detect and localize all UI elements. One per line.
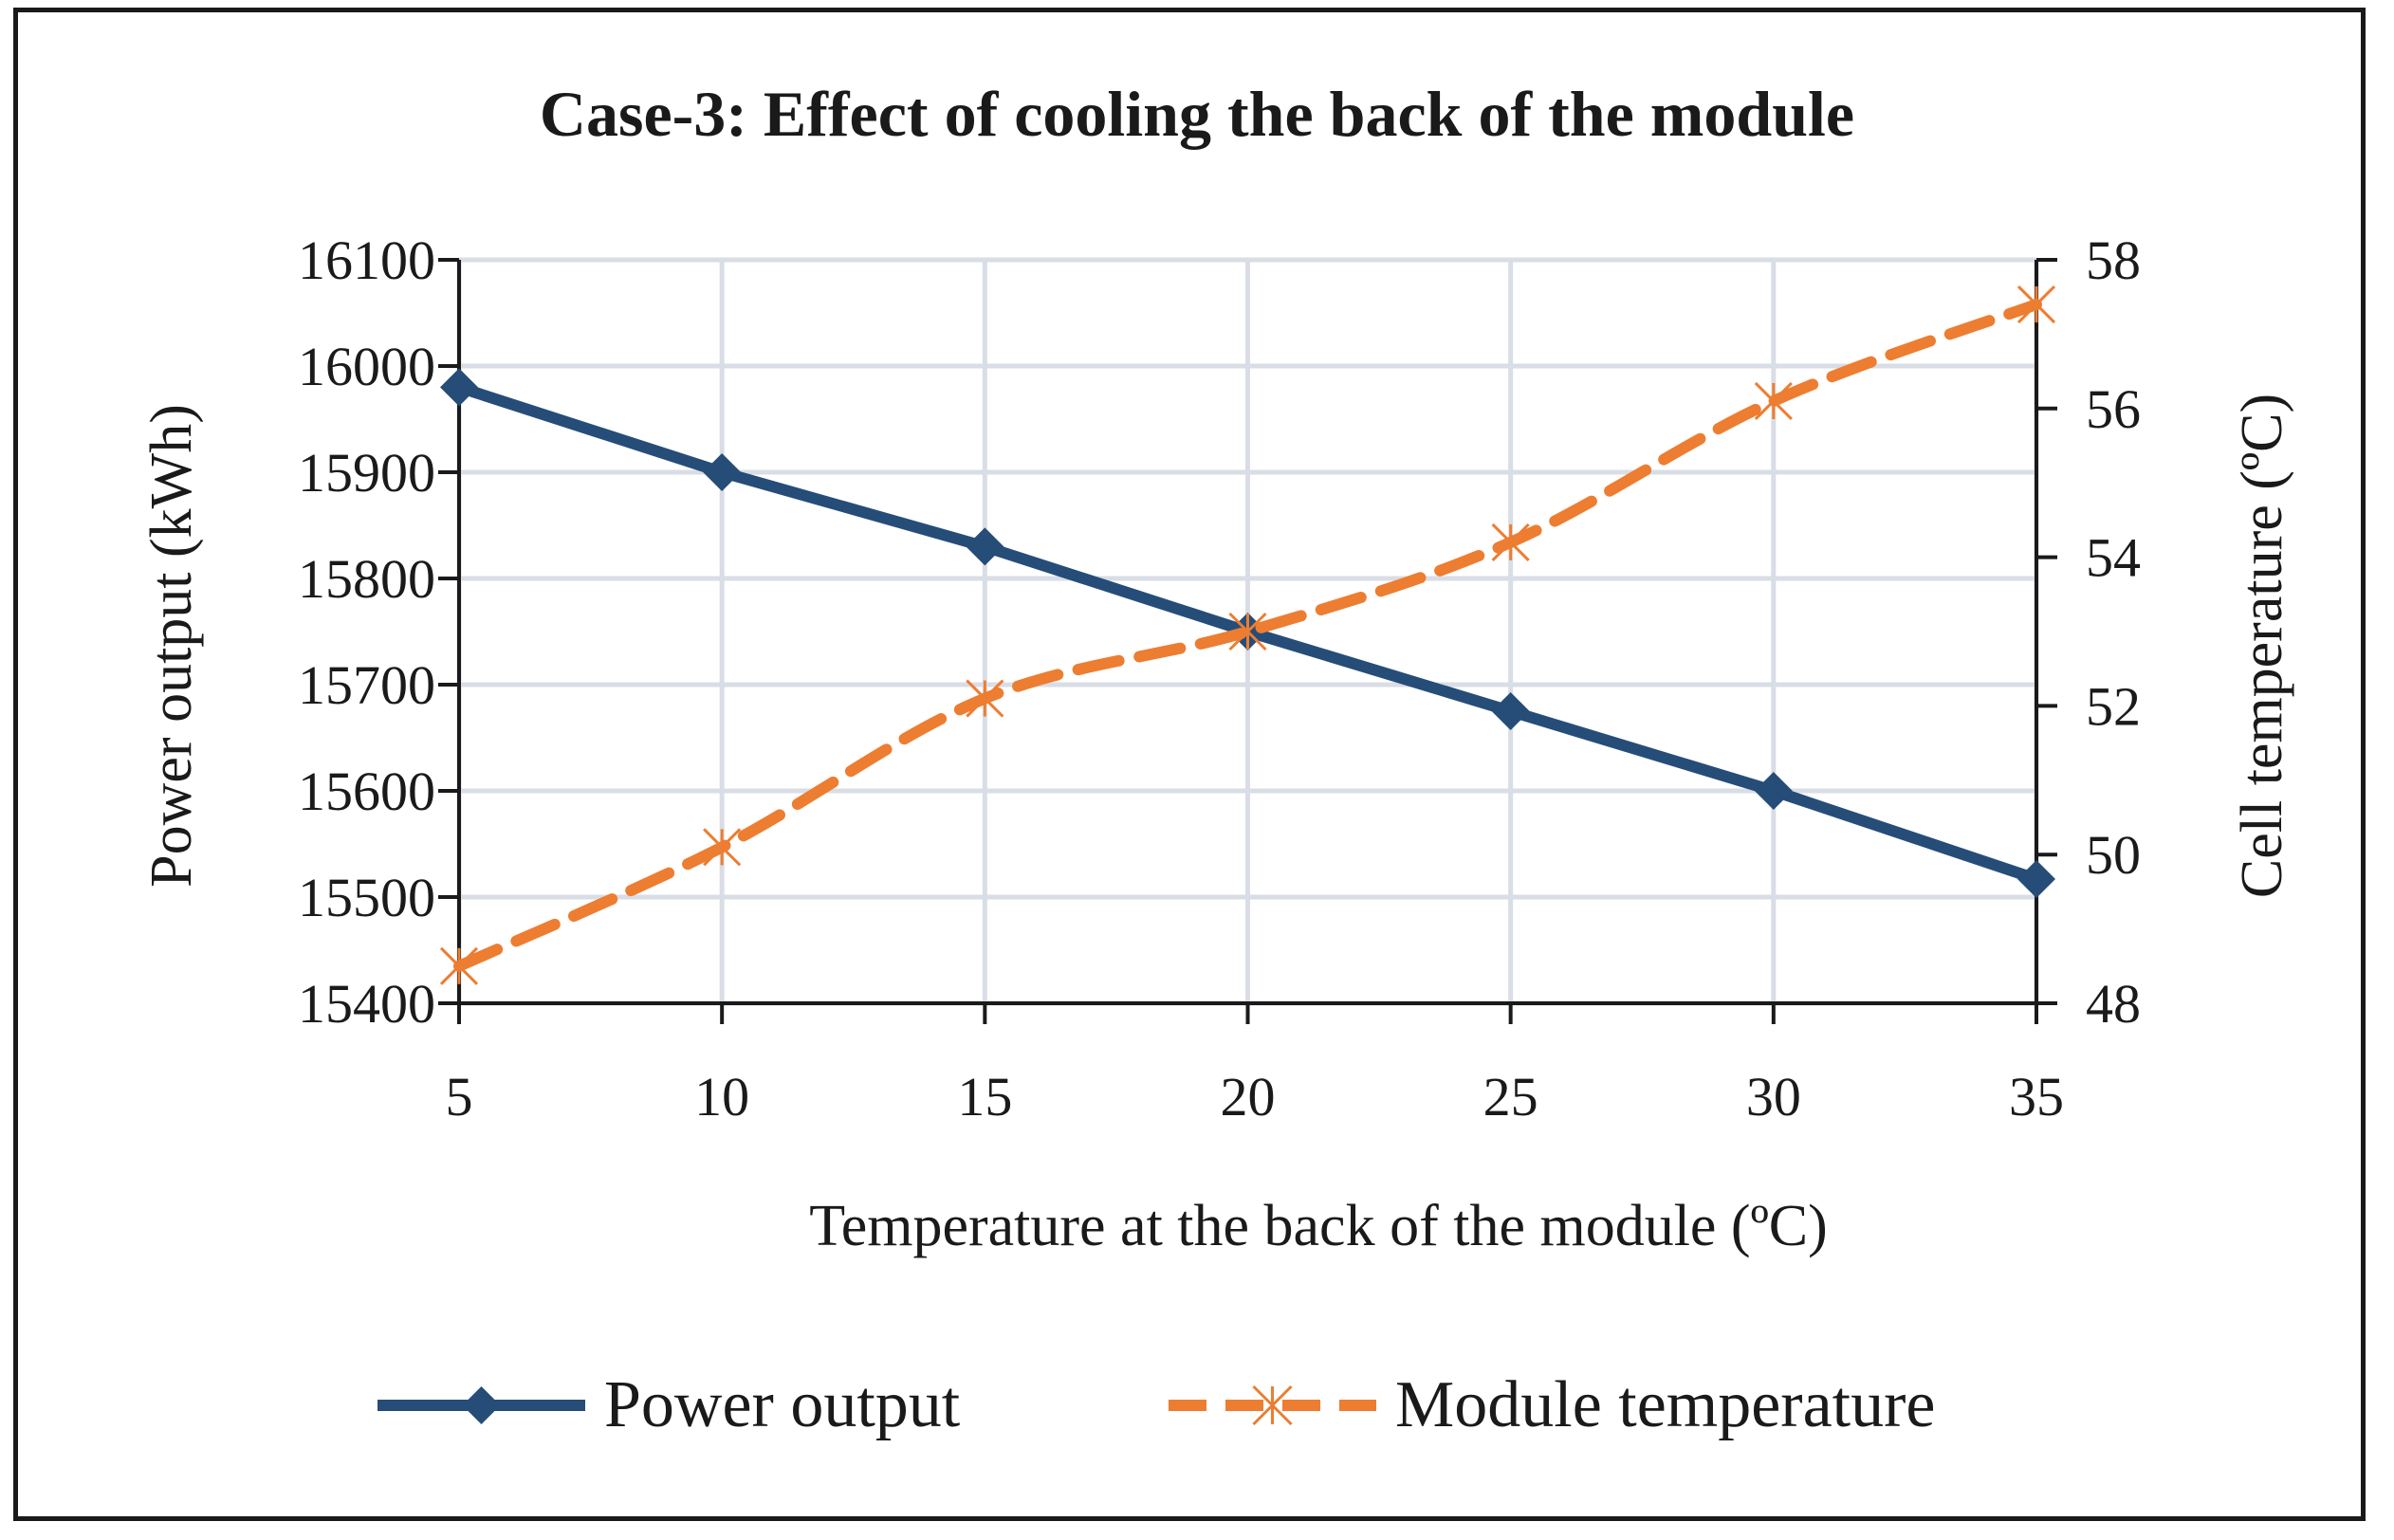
legend-item: Module temperature [1169, 1368, 1936, 1441]
y2-tick-label: 56 [2086, 378, 2141, 440]
data-point [966, 527, 1004, 566]
data-point [703, 828, 742, 867]
x-axis-label: Temperature at the back of the module (º… [809, 1194, 1828, 1258]
legend-item: Power output [378, 1368, 961, 1441]
data-point [1228, 612, 1267, 651]
x-tick-label: 35 [2009, 1066, 2064, 1128]
y-tick-label: 16000 [298, 336, 435, 397]
data-point [966, 679, 1004, 718]
legend-marker [1252, 1384, 1293, 1426]
y2-tick-label: 50 [2086, 824, 2141, 886]
x-tick-label: 20 [1221, 1066, 1276, 1128]
y2-tick-label: 54 [2086, 527, 2141, 589]
legend-label: Power output [604, 1368, 961, 1441]
y2-tick-label: 58 [2086, 229, 2141, 291]
data-point [1491, 692, 1530, 730]
legend-label: Module temperature [1395, 1368, 1936, 1441]
y-tick-label: 15800 [298, 548, 435, 610]
x-tick-label: 25 [1483, 1066, 1538, 1128]
y-tick-label: 15400 [298, 973, 435, 1035]
chart-title: Case-3: Effect of cooling the back of th… [540, 78, 1854, 150]
x-tick-label: 5 [446, 1066, 473, 1128]
data-point [1754, 772, 1793, 810]
y2-axis-label: Cell temperature (ºC) [2230, 394, 2294, 898]
y-tick-label: 15700 [298, 654, 435, 716]
data-point [2017, 859, 2055, 898]
y-tick-label: 16100 [298, 229, 435, 291]
x-tick-label: 10 [694, 1066, 749, 1128]
y2-tick-label: 48 [2086, 973, 2141, 1035]
tick-labels: 15400 15500 15600 15700 15800 15900 16000 16100… [298, 229, 2141, 1128]
series-group [439, 284, 2056, 985]
x-tick-label: 30 [1746, 1066, 1801, 1128]
x-tick-label: 15 [957, 1066, 1012, 1128]
data-point [703, 453, 742, 491]
y-tick-label: 15500 [298, 867, 435, 928]
legend-marker [462, 1386, 501, 1424]
y-tick-label: 15600 [298, 761, 435, 822]
series-module-temperature [439, 284, 2056, 985]
data-point [439, 946, 479, 985]
y-axis-label: Power output (kWh) [139, 404, 204, 888]
data-point [1754, 381, 1793, 421]
data-point [440, 368, 478, 407]
y-tick-label: 15900 [298, 442, 435, 504]
data-point [1491, 522, 1530, 561]
y2-tick-label: 52 [2086, 675, 2141, 737]
legend: Power output Module temperature [378, 1368, 1936, 1441]
data-point [2016, 284, 2056, 324]
